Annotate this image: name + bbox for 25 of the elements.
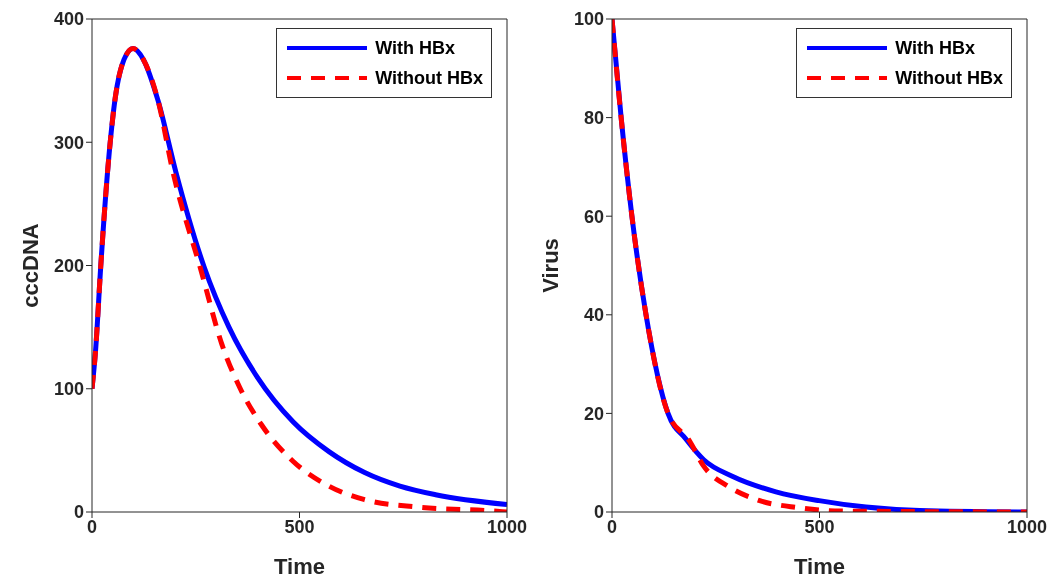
y-tick-label: 20	[583, 403, 604, 424]
x-tick-label: 500	[804, 516, 835, 537]
legend-label: With HBx	[895, 37, 976, 59]
x-tick-label: 0	[86, 516, 98, 537]
y-tick-label: 400	[53, 9, 84, 30]
y-tick-label: 40	[583, 305, 604, 326]
y-tick-label: 300	[53, 132, 84, 153]
x-axis-title: Time	[794, 554, 845, 579]
y-tick-label: 200	[53, 255, 84, 276]
y-axis-title: cccDNA	[17, 223, 43, 308]
y-tick-label: 80	[583, 107, 604, 128]
y-tick-label: 0	[73, 502, 84, 523]
legend-label: Without HBx	[895, 67, 1003, 89]
legend-label: Without HBx	[375, 67, 483, 89]
x-tick-label: 1000	[1006, 516, 1048, 537]
y-tick-label: 0	[593, 502, 604, 523]
x-axis-title: Time	[274, 554, 325, 579]
legend-label: With HBx	[375, 37, 456, 59]
y-axis-title: Virus	[537, 238, 563, 293]
y-tick-label: 100	[53, 379, 84, 400]
x-tick-label: 500	[284, 516, 315, 537]
y-tick-label: 100	[573, 9, 604, 30]
y-tick-label: 60	[583, 206, 604, 227]
x-tick-label: 1000	[486, 516, 528, 537]
x-tick-label: 0	[606, 516, 618, 537]
